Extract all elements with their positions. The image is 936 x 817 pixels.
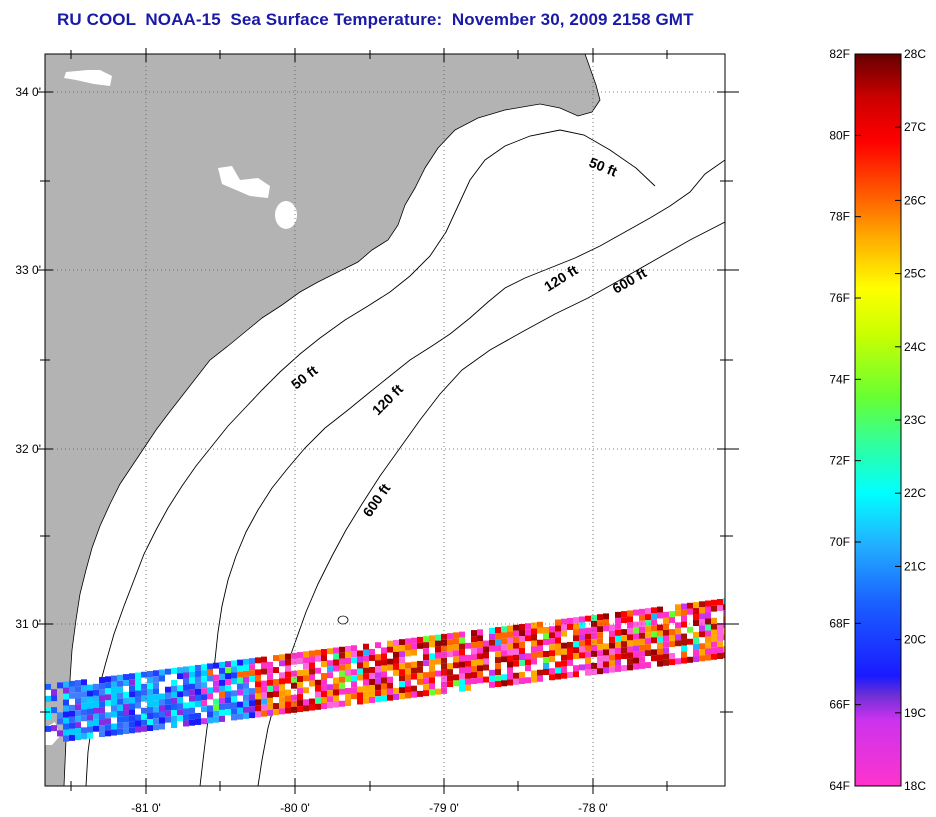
isobath-120ft	[199, 159, 725, 786]
isobath-50ft	[85, 129, 656, 786]
land-mass	[45, 54, 601, 786]
colorbar-f-label: 74F	[829, 372, 850, 386]
lake-moultrie	[218, 166, 270, 198]
longitude-labels: -81 0' -80 0' -79 0' -78 0'	[131, 801, 608, 815]
colorbar-c-label: 18C	[904, 779, 926, 793]
colorbar-c-label: 28C	[904, 47, 926, 61]
map-panel[interactable]: 34 0' 33 0' 32 0' 31 0' -81 0' -80 0' -7…	[15, 48, 739, 815]
lon-label-79: -79 0'	[429, 801, 459, 815]
latitude-labels: 34 0' 33 0' 32 0' 31 0'	[15, 85, 41, 631]
colorbar-f-label: 78F	[829, 210, 850, 224]
colorbar-f-label: 64F	[829, 779, 850, 793]
lat-label-31: 31 0'	[15, 617, 41, 631]
colorbar-f-label: 68F	[829, 616, 850, 630]
lon-label-78: -78 0'	[578, 801, 608, 815]
lat-label-33: 33 0'	[15, 263, 41, 277]
colorbar-fahrenheit-labels: 82F 80F 78F 76F 74F 72F 70F 68F 66F 64F	[829, 47, 861, 793]
colorbar-c-label: 20C	[904, 633, 926, 647]
lake-wateree	[64, 70, 112, 86]
colorbar-celsius-labels: 28C 27C 26C 25C 24C 23C 22C 21C 20C 19C 18C	[895, 47, 926, 793]
grid-lines	[45, 54, 725, 786]
lat-label-34: 34 0'	[15, 85, 41, 99]
temperature-colorbar: 82F 80F 78F 76F 74F 72F 70F 68F 66F 64F 28C 27C 26C…	[829, 47, 926, 793]
axis-ticks	[37, 48, 739, 794]
lake-marion	[275, 201, 297, 229]
map-frame	[44, 53, 726, 787]
colorbar-c-label: 23C	[904, 413, 926, 427]
colorbar-gradient	[854, 53, 902, 787]
colorbar-f-label: 76F	[829, 291, 850, 305]
colorbar-c-label: 25C	[904, 267, 926, 281]
colorbar-c-label: 22C	[904, 486, 926, 500]
colorbar-c-label: 24C	[904, 340, 926, 354]
colorbar-c-label: 27C	[904, 120, 926, 134]
page-title: RU COOL NOAA-15 Sea Surface Temperature:…	[57, 10, 694, 29]
sst-satellite-swath	[45, 598, 725, 742]
colorbar-c-label: 26C	[904, 193, 926, 207]
lon-label-81: -81 0'	[131, 801, 161, 815]
winyah-bay	[402, 210, 416, 230]
colorbar-f-label: 66F	[829, 698, 850, 712]
colorbar-f-label: 70F	[829, 535, 850, 549]
small-island	[337, 615, 349, 625]
colorbar-f-label: 72F	[829, 454, 850, 468]
colorbar-f-label: 80F	[829, 128, 850, 142]
lon-label-80: -80 0'	[280, 801, 310, 815]
colorbar-c-label: 19C	[904, 706, 926, 720]
lat-label-32: 32 0'	[15, 442, 41, 456]
colorbar-f-label: 82F	[829, 47, 850, 61]
colorbar-c-label: 21C	[904, 559, 926, 573]
